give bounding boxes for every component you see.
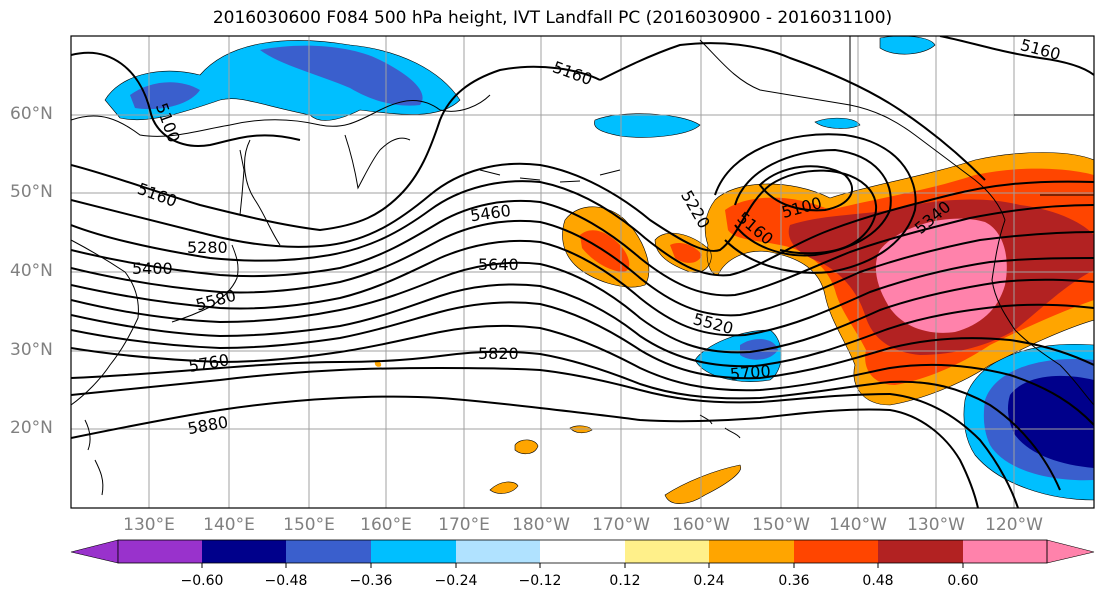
- contour-5460: [71, 239, 1094, 337]
- ivt-pos-east-pink: [875, 218, 1007, 333]
- colorbar: [70, 539, 1095, 568]
- coast-alaska: [699, 39, 1006, 221]
- colorbar-segment: [456, 540, 540, 563]
- contour-5220: [71, 162, 877, 255]
- coast-okhotsk: [244, 139, 281, 246]
- ivt-neg-top: [879, 36, 936, 55]
- contour-5760: [71, 350, 1061, 491]
- lat-label-60n: 60°N: [10, 104, 53, 124]
- colorbar-tick-label: 0.60: [947, 573, 979, 589]
- ivt-neg-okhotsk-mid: [260, 45, 423, 106]
- coast-korea-china: [71, 239, 139, 406]
- contour-label: 5400: [132, 259, 173, 278]
- contour-5160-low: [734, 148, 892, 257]
- contour-5160-west: [71, 65, 601, 232]
- contour-label: 5820: [478, 344, 519, 363]
- lat-label-40n: 40°N: [10, 261, 53, 281]
- colorbar-tick-label: −0.60: [180, 573, 224, 589]
- ivt-pos-small-4: [374, 361, 382, 367]
- colorbar-segment: [118, 540, 202, 563]
- contour-label: 5160: [550, 57, 595, 89]
- lat-label-20n: 20°N: [10, 418, 53, 438]
- height-contours: [71, 36, 1094, 508]
- colorbar-tick-label: −0.24: [434, 573, 478, 589]
- colorbar-segment: [540, 540, 625, 563]
- map-area: 5160 5100 5160 5160 5460 5220 5100 5160 …: [71, 35, 1094, 508]
- lon-label-160w: 160°W: [672, 515, 730, 535]
- map-title: 2016030600 F084 500 hPa height, IVT Land…: [212, 8, 893, 28]
- coast-bering-islands: [479, 169, 621, 183]
- ivt-neg-hawaii-mid: [740, 338, 778, 360]
- lon-label-180w: 180°W: [512, 515, 570, 535]
- colorbar-tick-label: 0.24: [693, 573, 725, 589]
- lon-label-140e: 140°E: [203, 515, 255, 535]
- coast-sakhalin: [239, 149, 245, 216]
- lat-label-30n: 30°N: [10, 340, 53, 360]
- contour-5520: [71, 261, 1094, 354]
- contour-5160-top: [599, 42, 986, 181]
- contour-label: 5160: [1018, 35, 1062, 64]
- contour-5580: [71, 283, 1094, 368]
- contour-label: 5760: [187, 350, 230, 376]
- lon-label-150w: 150°W: [752, 515, 810, 535]
- colorbar-segment: [709, 540, 794, 563]
- colorbar-tick-label: 0.12: [609, 573, 641, 589]
- contour-label: 5220: [677, 187, 714, 232]
- ivt-neg-sw-dark: [1007, 375, 1094, 468]
- contour-5280: [71, 180, 1094, 277]
- contour-5700: [71, 324, 1094, 426]
- contour-label: 5280: [187, 238, 228, 257]
- lon-label-140w: 140°W: [829, 515, 887, 535]
- contour-5640: [71, 301, 1094, 380]
- colorbar-min-arrow: [70, 539, 119, 564]
- contour-label: 5700: [729, 361, 771, 383]
- ivt-pos-south-band: [664, 464, 742, 504]
- contour-5100-west: [71, 51, 301, 147]
- contour-5820: [71, 367, 1019, 508]
- map-frame: [70, 35, 1095, 509]
- colorbar-tick-label: 0.36: [778, 573, 810, 589]
- colorbar-frame: [117, 539, 1048, 564]
- coastlines: [71, 36, 1094, 496]
- coast-hawaii: [699, 414, 741, 439]
- contour-label: 5880: [186, 412, 229, 438]
- lon-label-160e: 160°E: [360, 515, 412, 535]
- contour-5220-low: [714, 133, 917, 274]
- colorbar-segment: [625, 540, 709, 563]
- contour-label: 5640: [478, 255, 519, 274]
- colorbar-tick-label: −0.12: [518, 573, 562, 589]
- coast-kamchatka: [344, 134, 411, 190]
- colorbar-segment: [286, 540, 371, 563]
- graticule: [71, 36, 1094, 508]
- lon-label-130w: 130°W: [907, 515, 965, 535]
- ivt-pos-small-1: [514, 439, 539, 455]
- colorbar-tick-label: −0.36: [349, 573, 393, 589]
- contour-5880: [71, 395, 979, 508]
- lon-label-120w: 120°W: [985, 515, 1043, 535]
- contour-5340: [71, 199, 1094, 297]
- colorbar-segment: [963, 540, 1047, 563]
- colorbar-max-arrow: [1046, 539, 1095, 564]
- coast-siberia: [71, 94, 491, 137]
- ivt-neg-bering: [594, 113, 701, 138]
- colorbar-segment: [371, 540, 456, 563]
- colorbar-segment: [202, 540, 286, 563]
- contour-5400: [71, 219, 1094, 317]
- coast-canada-borders: [849, 36, 1094, 196]
- colorbar-tick-label: 0.48: [862, 573, 894, 589]
- lat-label-50n: 50°N: [10, 182, 53, 202]
- lon-label-150e: 150°E: [283, 515, 335, 535]
- colorbar-segment: [794, 540, 878, 563]
- contour-5100-low: [758, 165, 854, 212]
- colorbar-segment: [878, 540, 963, 563]
- contour-5160-ne: [939, 36, 1094, 76]
- contour-label: 5160: [135, 179, 180, 211]
- ivt-pos-small-2: [489, 481, 519, 494]
- lon-label-170e: 170°E: [438, 515, 490, 535]
- colorbar-tick-label: −0.48: [264, 573, 308, 589]
- ivt-neg-alaska-small: [814, 117, 861, 129]
- lon-label-170w: 170°W: [592, 515, 650, 535]
- lon-label-130e: 130°E: [123, 515, 175, 535]
